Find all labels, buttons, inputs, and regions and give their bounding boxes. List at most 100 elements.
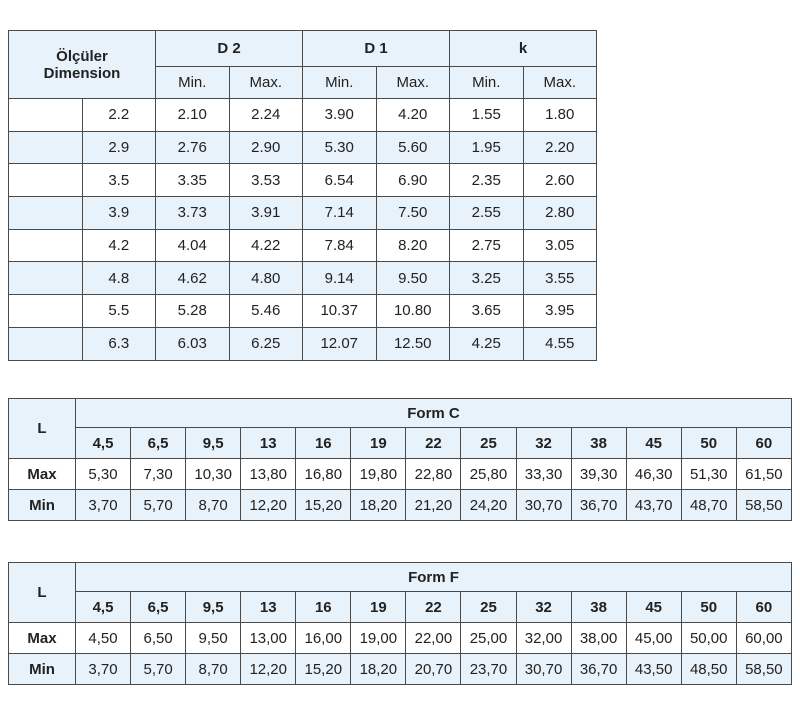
length-header: 45 — [625, 427, 682, 459]
max-value: 4,50 — [74, 622, 132, 654]
size-cell: 4.8 — [81, 261, 156, 296]
min-value: 36,70 — [570, 653, 627, 685]
value-cell: 12.07 — [302, 326, 377, 361]
min-value: 12,20 — [240, 653, 297, 685]
max-value: 38,00 — [570, 622, 627, 654]
max-value: 13,80 — [240, 458, 297, 490]
max-value: 10,30 — [185, 458, 242, 490]
value-cell: 3.53 — [228, 163, 303, 198]
length-header: 50 — [680, 427, 737, 459]
min-value: 18,20 — [350, 653, 407, 685]
length-header: 60 — [735, 427, 793, 459]
value-cell: 3.35 — [155, 163, 230, 198]
dimension-header-line2: Dimension — [43, 64, 121, 82]
max-value: 51,30 — [680, 458, 737, 490]
value-cell: 7.84 — [302, 228, 377, 263]
max-label: Max — [8, 622, 76, 654]
max-value: 22,00 — [405, 622, 462, 654]
blank-cell — [8, 196, 83, 230]
table-row: 2.9 2.76 2.90 5.30 5.60 1.95 2.20 — [8, 130, 597, 165]
form-c-table: L Form C 4,5 6,5 9,5 13 16 19 22 25 32 38 45 50 60 Max 5… — [8, 398, 793, 521]
form-title: Form C — [75, 398, 792, 428]
value-cell: 2.90 — [228, 130, 303, 165]
max-value: 32,00 — [515, 622, 572, 654]
size-cell: 3.9 — [81, 196, 156, 230]
length-header: 13 — [240, 591, 297, 623]
value-cell: 1.55 — [449, 98, 524, 132]
value-cell: 4.80 — [228, 261, 303, 296]
blank-cell — [8, 130, 83, 165]
group-header-k: k — [449, 30, 597, 67]
value-cell: 5.30 — [302, 130, 377, 165]
value-cell: 3.91 — [228, 196, 303, 230]
min-value: 15,20 — [295, 653, 352, 685]
max-row: Max 5,30 7,30 10,30 13,80 16,80 19,80 22,80 25,8… — [8, 458, 793, 490]
length-header: 19 — [350, 591, 407, 623]
lengths-row: 4,5 6,5 9,5 13 16 19 22 25 32 38 45 50 60 — [9, 427, 793, 459]
min-value: 18,20 — [350, 489, 407, 521]
min-label: Min — [8, 489, 76, 521]
table-row: 2.2 2.10 2.24 3.90 4.20 1.55 1.80 — [8, 98, 597, 132]
dimension-header-line1: Ölçüler — [56, 47, 108, 65]
form-title: Form F — [75, 562, 792, 592]
value-cell: 2.75 — [449, 228, 524, 263]
min-value: 58,50 — [735, 653, 793, 685]
dimension-table: Ölçüler Dimension D 2 D 1 k Min. Max. Mi… — [8, 30, 597, 361]
value-cell: 12.50 — [375, 326, 450, 361]
value-cell: 2.35 — [449, 163, 524, 198]
value-cell: 2.24 — [228, 98, 303, 132]
length-header: 9,5 — [185, 427, 242, 459]
value-cell: 2.10 — [155, 98, 230, 132]
length-header: 50 — [680, 591, 737, 623]
min-value: 12,20 — [240, 489, 297, 521]
min-row: Min 3,70 5,70 8,70 12,20 15,20 18,20 21,20 24,20… — [8, 489, 793, 521]
min-value: 20,70 — [405, 653, 462, 685]
table-row: 4.8 4.62 4.80 9.14 9.50 3.25 3.55 — [8, 261, 597, 296]
value-cell: 7.50 — [375, 196, 450, 230]
table-row: 4.2 4.04 4.22 7.84 8.20 2.75 3.05 — [8, 228, 597, 263]
value-cell: 6.54 — [302, 163, 377, 198]
max-value: 9,50 — [185, 622, 242, 654]
value-cell: 3.65 — [449, 294, 524, 328]
blank-cell — [8, 163, 83, 198]
length-header: 4,5 — [74, 591, 132, 623]
value-cell: 4.62 — [155, 261, 230, 296]
min-label: Min — [8, 653, 76, 685]
value-cell: 10.80 — [375, 294, 450, 328]
length-header: 25 — [460, 591, 517, 623]
blank-cell — [8, 98, 83, 132]
max-value: 19,80 — [350, 458, 407, 490]
min-value: 5,70 — [130, 489, 187, 521]
max-value: 6,50 — [130, 622, 187, 654]
min-value: 3,70 — [74, 653, 132, 685]
value-cell: 6.25 — [228, 326, 303, 361]
value-cell: 2.80 — [522, 196, 597, 230]
length-header: 60 — [735, 591, 793, 623]
length-header: 6,5 — [130, 427, 187, 459]
value-cell: 5.28 — [155, 294, 230, 328]
value-cell: 3.55 — [522, 261, 597, 296]
length-header: 32 — [515, 427, 572, 459]
length-header: 13 — [240, 427, 297, 459]
min-value: 24,20 — [460, 489, 517, 521]
value-cell: 2.55 — [449, 196, 524, 230]
max-value: 33,30 — [515, 458, 572, 490]
length-header: 25 — [460, 427, 517, 459]
value-cell: 1.95 — [449, 130, 524, 165]
lengths-row: 4,5 6,5 9,5 13 16 19 22 25 32 38 45 50 60 — [9, 591, 793, 623]
size-cell: 4.2 — [81, 228, 156, 263]
sub-header: Max. — [375, 66, 450, 99]
size-cell: 2.2 — [81, 98, 156, 132]
value-cell: 3.73 — [155, 196, 230, 230]
size-cell: 3.5 — [81, 163, 156, 198]
max-value: 16,80 — [295, 458, 352, 490]
l-label: L — [8, 562, 76, 623]
value-cell: 8.20 — [375, 228, 450, 263]
value-cell: 9.14 — [302, 261, 377, 296]
value-cell: 3.05 — [522, 228, 597, 263]
min-row: Min 3,70 5,70 8,70 12,20 15,20 18,20 20,70 23,70… — [8, 653, 793, 685]
value-cell: 3.90 — [302, 98, 377, 132]
min-value: 8,70 — [185, 653, 242, 685]
l-label: L — [8, 398, 76, 459]
value-cell: 4.22 — [228, 228, 303, 263]
